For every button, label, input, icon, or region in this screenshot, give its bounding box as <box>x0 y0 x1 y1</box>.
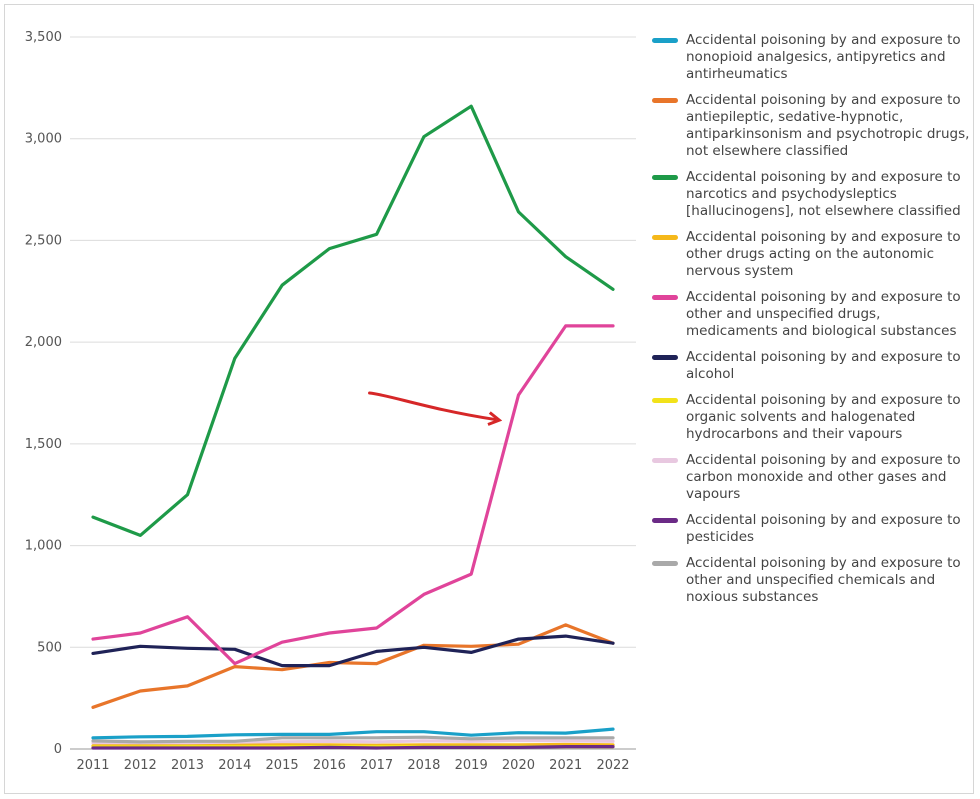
legend-item: Accidental poisoning by and exposure to … <box>652 32 972 83</box>
legend-label: Accidental poisoning by and exposure to … <box>686 289 961 339</box>
series-line-0 <box>91 727 615 740</box>
series-line-5 <box>91 634 615 668</box>
legend-item: Accidental poisoning by and exposure to … <box>652 289 972 340</box>
gridlines <box>70 36 636 750</box>
y-tick-label: 2,000 <box>25 335 62 350</box>
x-tick-label: 2021 <box>549 758 582 773</box>
legend-item: Accidental poisoning by and exposure to … <box>652 555 972 606</box>
y-tick-label: 1,500 <box>25 437 62 452</box>
legend-label: Accidental poisoning by and exposure to … <box>686 555 961 605</box>
legend-item: Accidental poisoning by and exposure to … <box>652 512 972 546</box>
legend-item: Accidental poisoning by and exposure to … <box>652 392 972 443</box>
series-line-8 <box>91 744 615 750</box>
x-tick-label: 2011 <box>76 758 109 773</box>
y-tick-label: 500 <box>37 640 62 655</box>
legend-label: Accidental poisoning by and exposure to … <box>686 229 961 279</box>
legend-swatch <box>652 561 678 566</box>
legend-swatch <box>652 98 678 103</box>
x-tick-label: 2016 <box>313 758 346 773</box>
x-tick-label: 2013 <box>171 758 204 773</box>
legend-swatch <box>652 175 678 180</box>
x-tick-label: 2022 <box>596 758 629 773</box>
series-line-1 <box>91 623 615 709</box>
legend-item: Accidental poisoning by and exposure to … <box>652 452 972 503</box>
series-line-2 <box>91 104 615 538</box>
legend-item: Accidental poisoning by and exposure to … <box>652 169 972 220</box>
x-tick-label: 2017 <box>360 758 393 773</box>
series-line-9 <box>91 735 615 744</box>
x-tick-label: 2012 <box>124 758 157 773</box>
legend-label: Accidental poisoning by and exposure to … <box>686 92 970 159</box>
legend-item: Accidental poisoning by and exposure to … <box>652 229 972 280</box>
y-tick-label: 3,500 <box>25 30 62 45</box>
x-tick-label: 2020 <box>502 758 535 773</box>
legend-item: Accidental poisoning by and exposure to … <box>652 92 972 160</box>
legend-label: Accidental poisoning by and exposure to … <box>686 512 961 545</box>
legend-swatch <box>652 235 678 240</box>
series-line-4 <box>91 324 615 666</box>
legend-label: Accidental poisoning by and exposure to … <box>686 169 961 219</box>
chart-frame <box>4 4 974 794</box>
series-lines <box>91 104 615 750</box>
legend-swatch <box>652 355 678 360</box>
annotation-arrow <box>368 391 503 426</box>
legend: Accidental poisoning by and exposure to … <box>652 32 972 606</box>
legend-swatch <box>652 398 678 403</box>
y-tick-label: 1,000 <box>25 539 62 554</box>
x-tick-label: 2018 <box>407 758 440 773</box>
legend-label: Accidental poisoning by and exposure to … <box>686 32 961 82</box>
legend-swatch <box>652 518 678 523</box>
legend-item: Accidental poisoning by and exposure to … <box>652 349 972 383</box>
x-tick-label: 2019 <box>455 758 488 773</box>
legend-swatch <box>652 295 678 300</box>
legend-label: Accidental poisoning by and exposure to … <box>686 392 961 442</box>
legend-label: Accidental poisoning by and exposure to … <box>686 452 961 502</box>
x-axis: 2011 2012 2013 2014 2015 2016 2017 2018 2019 2020… <box>76 758 629 773</box>
legend-swatch <box>652 38 678 43</box>
annotation-layer <box>368 391 503 426</box>
y-tick-label: 3,000 <box>25 132 62 147</box>
y-tick-label: 2,500 <box>25 233 62 248</box>
legend-label: Accidental poisoning by and exposure to … <box>686 349 961 382</box>
y-axis: 0 500 1,000 1,500 2,000 2,500 3,000 3,500 <box>25 30 62 757</box>
legend-swatch <box>652 458 678 463</box>
x-tick-label: 2014 <box>218 758 251 773</box>
x-tick-label: 2015 <box>266 758 299 773</box>
y-tick-label: 0 <box>54 742 62 757</box>
